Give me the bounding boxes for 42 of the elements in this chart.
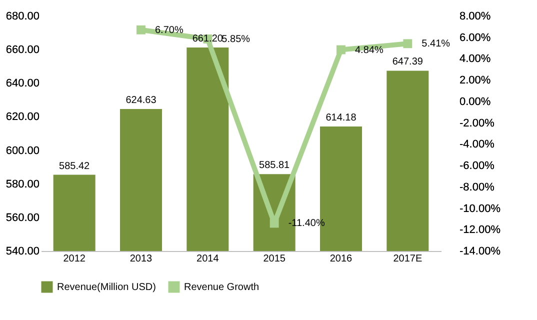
data-label: 647.39 (392, 56, 424, 68)
x-tick-label: 2016 (330, 254, 353, 264)
y-tick-label: 640.00 (6, 78, 40, 90)
data-label: 624.63 (126, 94, 157, 106)
y2-tick-label: 2.00% (460, 74, 491, 87)
y2-tick-label: -6.00% (460, 160, 495, 172)
y2-tick-label: 4.00% (460, 53, 491, 66)
data-label: 585.42 (59, 160, 90, 172)
y2-tick-label: -8.00% (460, 181, 495, 194)
legend-label: Revenue(Million USD) (57, 282, 156, 293)
point (403, 39, 412, 48)
data-label: 661.20 (192, 34, 224, 45)
x-tick-label: 2014 (196, 254, 220, 264)
y2-tick-label: -4.00% (460, 138, 495, 151)
data-label: 585.81 (259, 160, 290, 172)
y2-tick-label: -10.00% (460, 202, 501, 215)
y2-tick-label: 0.00% (460, 96, 491, 108)
y-tick-label: 560.00 (6, 212, 40, 224)
y2-tick-label: 6.00% (460, 32, 491, 44)
y-tick-label: 580.00 (6, 178, 40, 190)
y-tick-label: 620.00 (6, 111, 40, 124)
point (270, 218, 279, 228)
x-tick-label: 2015 (263, 254, 286, 264)
point (136, 25, 146, 34)
legend-label: Revenue Growth (184, 282, 260, 293)
y-tick-label: 680.00 (6, 10, 40, 22)
data-label: 6.70% (155, 24, 184, 36)
data-label: 5.85% (222, 34, 250, 45)
y-tick-label: 600.00 (6, 144, 40, 157)
y-tick-label: 540.00 (6, 246, 40, 258)
x-tick-label: 2012 (63, 254, 86, 264)
data-label: 5.41% (422, 38, 450, 50)
y2-tick-label: -12.00% (460, 224, 501, 236)
data-label: 4.84% (355, 44, 384, 56)
point (336, 45, 346, 54)
y2-tick-label: -14.00% (460, 246, 501, 258)
y2-tick-label: 8.00% (460, 10, 491, 22)
y-tick-label: 660.00 (6, 44, 40, 56)
y2-tick-label: -2.00% (460, 117, 495, 130)
x-tick-label: 2013 (130, 254, 153, 264)
data-label: 614.18 (326, 112, 357, 124)
x-tick-label: 2017E (393, 254, 422, 264)
